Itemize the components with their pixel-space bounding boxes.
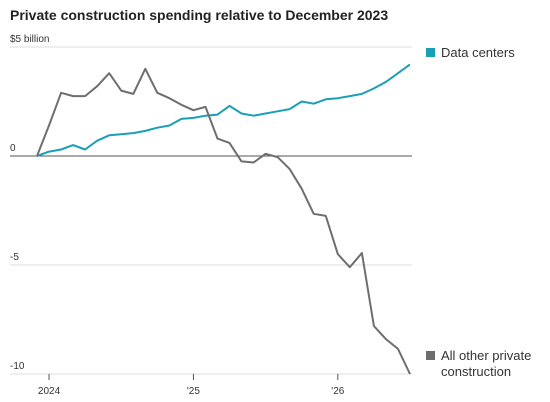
y-tick-label: -10	[10, 361, 25, 372]
legend-swatch	[426, 48, 435, 58]
y-tick-label: -5	[10, 252, 19, 263]
series-line	[36, 63, 411, 157]
x-tick-label: '25	[187, 386, 200, 397]
legend-item: All other private construction	[426, 348, 538, 380]
chart-title: Private construction spending relative t…	[10, 7, 388, 23]
x-tick-label: 2024	[38, 386, 61, 397]
legend-swatch	[426, 351, 435, 360]
y-tick-label: 0	[10, 143, 16, 154]
legend-item: Data centers	[426, 45, 538, 61]
legend-label: All other private construction	[441, 348, 532, 379]
series-line	[36, 67, 411, 375]
x-tick-label: '26	[331, 386, 344, 397]
y-tick-label: $5 billion	[10, 34, 49, 45]
legend-label: Data centers	[441, 45, 515, 61]
